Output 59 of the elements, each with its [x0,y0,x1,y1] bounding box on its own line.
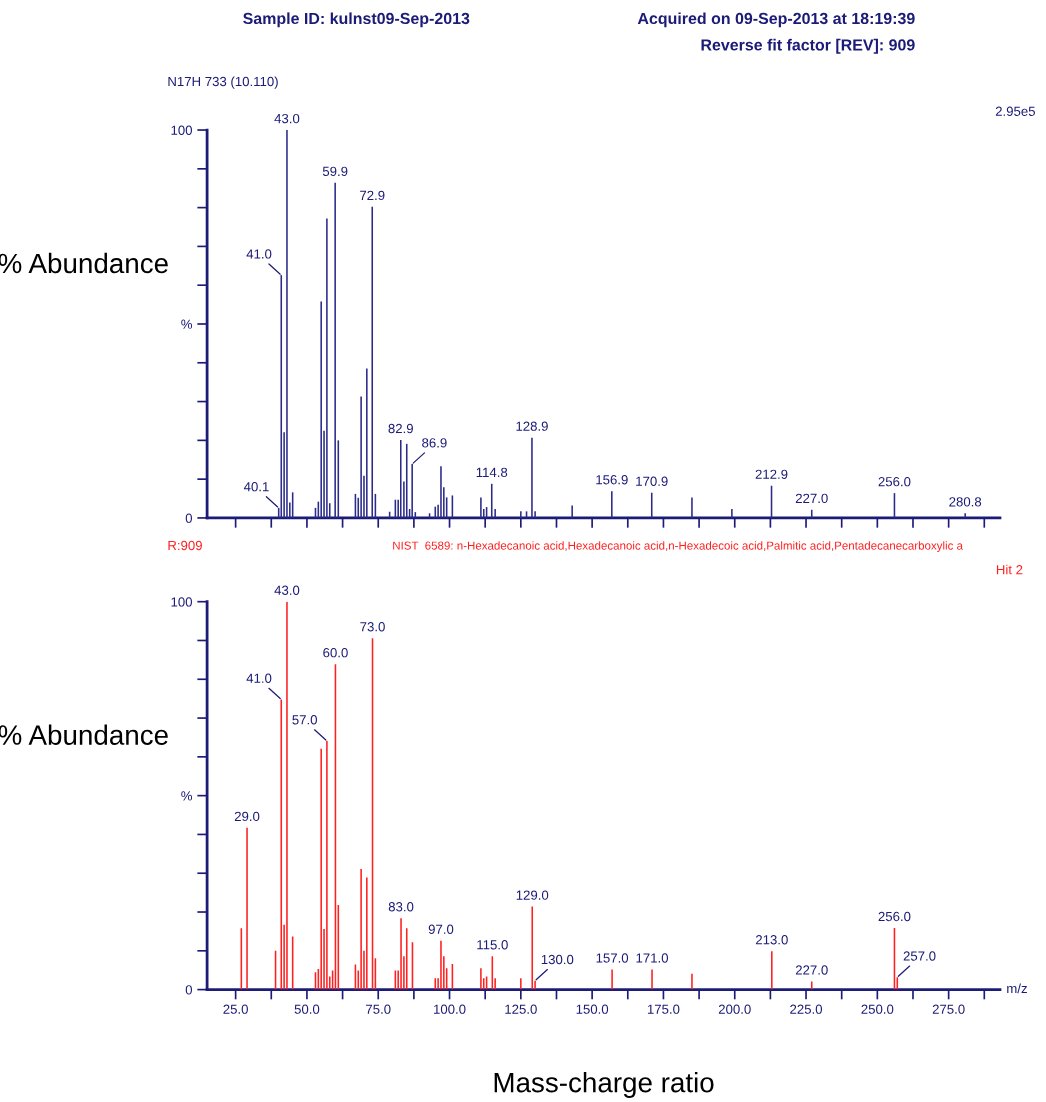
annotation: 43.0 [274,585,300,595]
text: 2.95e5 [995,106,1035,116]
text: Sample ID: kulnst09-Sep-2013 [243,12,470,28]
annotation: 128.9 [516,421,548,431]
text: m/z [1007,983,1027,994]
text: Reverse fit factor [REV]: 909 [701,38,915,54]
annotation: 83.0 [388,902,414,912]
y-tick-label: % [181,791,193,801]
x-tick-label: 175.0 [647,1004,680,1014]
y-tick-label: 100 [171,125,193,135]
annotation: 59.9 [322,166,348,177]
annotation: 257.0 [903,951,936,961]
y-tick-label: 0 [185,985,193,995]
annotation: 60.0 [323,648,348,658]
x-tick-label: 150.0 [576,1004,609,1014]
x-tick-label: 75.0 [366,1004,391,1014]
x-axis-title: Mass-charge ratio [494,1072,714,1098]
annotation: 156.9 [596,475,628,485]
annotation: 256.0 [878,911,911,922]
annotation: 129.0 [516,890,549,900]
annotation: 82.9 [388,423,413,434]
x-tick-label: 125.0 [505,1004,537,1014]
annotation: 170.9 [636,476,668,486]
x-tick-label: 225.0 [790,1004,823,1014]
text: NIST 6589: n-Hexadecanoic acid,Hexadecanoic acid,n-Hexadecoic acid,Palmitic acid,Pentadecanecarboxylic a [393,541,963,552]
annotation: 115.0 [477,940,508,950]
annotation: 41.0 [246,249,272,259]
text: N17H 733 (10.110) [168,76,278,89]
annotation: 213.0 [755,935,788,945]
annotation: 227.0 [795,965,828,975]
annotation: 29.0 [234,811,260,822]
annotation: 114.8 [476,467,508,478]
text: R:909 [168,540,202,551]
x-tick-label: 100.0 [434,1004,466,1014]
annotation: 227.0 [795,493,828,504]
y-tick-label: % [181,319,193,329]
annotation: 43.0 [274,113,300,124]
annotation: 171.0 [636,953,669,963]
y-tick-label: 0 [185,513,193,523]
annotation: 57.0 [292,715,317,725]
x-tick-label: 25.0 [223,1004,248,1014]
x-tick-label: 275.0 [932,1004,965,1014]
text: Acquired on 09-Sep-2013 at 18:19:39 [637,12,915,28]
annotation: 97.0 [428,924,454,934]
text: Hit 2 [996,564,1023,575]
annotation: 212.9 [755,469,788,479]
annotation: 256.0 [878,477,911,487]
annotation: 72.9 [360,190,385,201]
annotation: 40.1 [243,482,269,492]
annotation: 41.0 [246,673,272,683]
x-tick-label: 250.0 [861,1004,894,1014]
y-tick-label: 100 [171,597,193,607]
x-tick-label: 200.0 [718,1004,751,1014]
x-tick-label: 50.0 [294,1004,320,1014]
annotation: 86.9 [422,438,447,448]
annotation: 73.0 [360,622,385,632]
annotation: 280.8 [949,497,982,507]
annotation: 130.0 [541,954,574,965]
annotation: 157.0 [596,953,629,963]
